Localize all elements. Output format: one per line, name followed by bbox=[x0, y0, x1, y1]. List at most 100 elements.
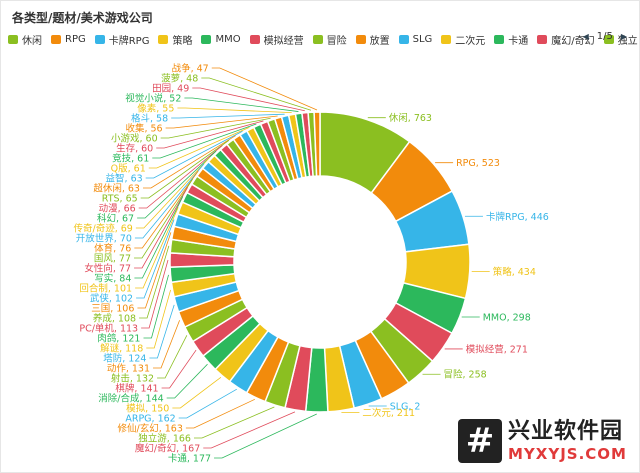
legend-item[interactable]: MMO bbox=[201, 33, 241, 45]
legend-swatch bbox=[249, 34, 260, 44]
data-label: 养成, 108 bbox=[93, 313, 136, 325]
legend-swatch bbox=[94, 34, 105, 44]
label-leader-line bbox=[165, 115, 278, 129]
legend-swatch bbox=[398, 34, 409, 44]
label-leader-line bbox=[134, 178, 194, 259]
data-label: 视觉小说, 52 bbox=[125, 93, 181, 105]
data-label: 益智, 63 bbox=[106, 173, 143, 185]
legend-item[interactable]: 策略 bbox=[158, 32, 192, 47]
data-label: 开放世界, 70 bbox=[76, 233, 132, 245]
legend-swatch bbox=[8, 34, 18, 44]
label-leader-line bbox=[148, 127, 250, 169]
label-leader-line bbox=[134, 196, 184, 279]
pie-slice[interactable] bbox=[313, 111, 321, 177]
legend: 休闲 RPG 卡牌RPG 策略 MMO 模拟经营 冒险 放置 SLG 二次元 卡通 魔幻/奇幻 独立 bbox=[8, 31, 640, 47]
label-leader-line bbox=[153, 320, 180, 369]
legend-swatch bbox=[51, 34, 61, 44]
label-leader-line bbox=[152, 123, 257, 159]
legend-label: 魔幻/奇幻 bbox=[551, 35, 595, 47]
data-label: 竞技, 61 bbox=[112, 153, 149, 165]
legend-swatch bbox=[537, 34, 548, 44]
data-label: MMO, 298 bbox=[483, 312, 531, 323]
legend-label: MMO bbox=[215, 33, 241, 45]
label-leader-line bbox=[137, 232, 172, 309]
data-label: 棋牌, 141 bbox=[115, 383, 158, 395]
legend-item[interactable]: 魔幻/奇幻 bbox=[537, 32, 595, 47]
label-leader-line bbox=[142, 135, 236, 189]
data-label: 收集, 56 bbox=[125, 123, 162, 135]
data-label: 田园, 49 bbox=[152, 84, 189, 95]
label-leader-line bbox=[193, 406, 275, 439]
legend-swatch bbox=[603, 34, 614, 44]
data-label: 肉鸽, 121 bbox=[97, 333, 140, 345]
legend-label: 卡通 bbox=[508, 35, 529, 47]
label-leader-line bbox=[201, 77, 312, 111]
label-leader-line bbox=[160, 117, 271, 139]
data-label: RPG, 523 bbox=[456, 158, 500, 169]
data-label: 回合制, 101 bbox=[79, 283, 132, 295]
data-label: RTS, 65 bbox=[102, 194, 138, 205]
data-label: 体育, 76 bbox=[94, 243, 131, 255]
legend-page-indicator: 1/5 bbox=[596, 31, 613, 42]
legend-item[interactable]: 放置 bbox=[355, 32, 390, 47]
data-label: SLG, 2 bbox=[390, 401, 421, 412]
data-label: 超休闲, 63 bbox=[93, 183, 140, 195]
legend-item[interactable]: 卡牌RPG bbox=[94, 32, 149, 47]
legend-label: 独立 bbox=[617, 35, 638, 47]
data-label: 策略, 434 bbox=[493, 266, 536, 278]
legend-next-icon[interactable]: ▶ bbox=[620, 32, 627, 41]
legend-item[interactable]: 休闲 bbox=[8, 32, 42, 47]
legend-label: RPG bbox=[65, 33, 86, 45]
data-label: 塔防, 124 bbox=[103, 353, 146, 365]
data-label: 魔幻/奇幻, 167 bbox=[135, 443, 200, 455]
label-leader-line bbox=[178, 388, 237, 419]
data-label: 独立游, 166 bbox=[138, 433, 191, 445]
data-label: 二次元, 211 bbox=[362, 407, 415, 419]
data-label: 解谜, 118 bbox=[100, 343, 143, 355]
legend-label: 策略 bbox=[172, 35, 193, 47]
label-leader-line bbox=[135, 156, 211, 229]
data-label: 传奇/奇迹, 69 bbox=[74, 223, 133, 235]
label-leader-line bbox=[137, 150, 217, 219]
legend-label: 放置 bbox=[369, 35, 390, 47]
label-leader-line bbox=[157, 335, 188, 379]
legend-label: 休闲 bbox=[22, 35, 42, 47]
label-leader-line bbox=[134, 187, 188, 269]
legend-item[interactable]: 独立 bbox=[603, 32, 638, 47]
data-label: 消除/合成, 144 bbox=[98, 393, 163, 405]
data-label: ARPG, 162 bbox=[125, 414, 175, 425]
legend-item[interactable]: 模拟经营 bbox=[249, 32, 304, 47]
legend-label: SLG bbox=[412, 33, 433, 45]
label-leader-line bbox=[166, 363, 208, 399]
data-label: 模拟经营, 271 bbox=[466, 343, 528, 355]
legend-item[interactable]: RPG bbox=[51, 34, 86, 45]
data-label: 生存, 60 bbox=[116, 143, 153, 155]
data-label: 卡通, 177 bbox=[168, 453, 211, 465]
site-watermark: # 兴业软件园 MYXYJS.COM bbox=[452, 411, 638, 471]
data-label: 武侠, 102 bbox=[90, 293, 133, 305]
data-label: 射击, 132 bbox=[111, 373, 154, 385]
label-leader-line bbox=[138, 145, 223, 209]
data-label: 卡牌RPG, 446 bbox=[486, 211, 549, 223]
legend-swatch bbox=[494, 34, 505, 44]
data-label: 三国, 106 bbox=[91, 304, 134, 315]
data-label: 国风, 77 bbox=[94, 254, 131, 265]
legend-pager: ◀ 1/5 ▶ bbox=[583, 31, 627, 42]
data-label: 休闲, 763 bbox=[389, 112, 432, 124]
label-leader-line bbox=[211, 67, 318, 111]
legend-prev-icon[interactable]: ◀ bbox=[582, 32, 589, 41]
legend-item[interactable]: SLG bbox=[398, 33, 433, 45]
label-leader-line bbox=[146, 289, 171, 349]
data-label: 动作, 131 bbox=[107, 363, 150, 375]
legend-item[interactable]: 二次元 bbox=[441, 32, 485, 47]
data-label: 战争, 47 bbox=[172, 63, 209, 75]
label-leader-line bbox=[139, 245, 170, 319]
data-label: 模拟, 150 bbox=[126, 403, 169, 415]
label-leader-line bbox=[141, 259, 169, 329]
legend-item[interactable]: 卡通 bbox=[494, 32, 528, 47]
legend-item[interactable]: 冒险 bbox=[312, 32, 347, 47]
label-leader-line bbox=[134, 170, 199, 249]
label-leader-line bbox=[161, 349, 197, 389]
chart-title: 各类型/题材/美术游戏公司 bbox=[12, 11, 153, 25]
